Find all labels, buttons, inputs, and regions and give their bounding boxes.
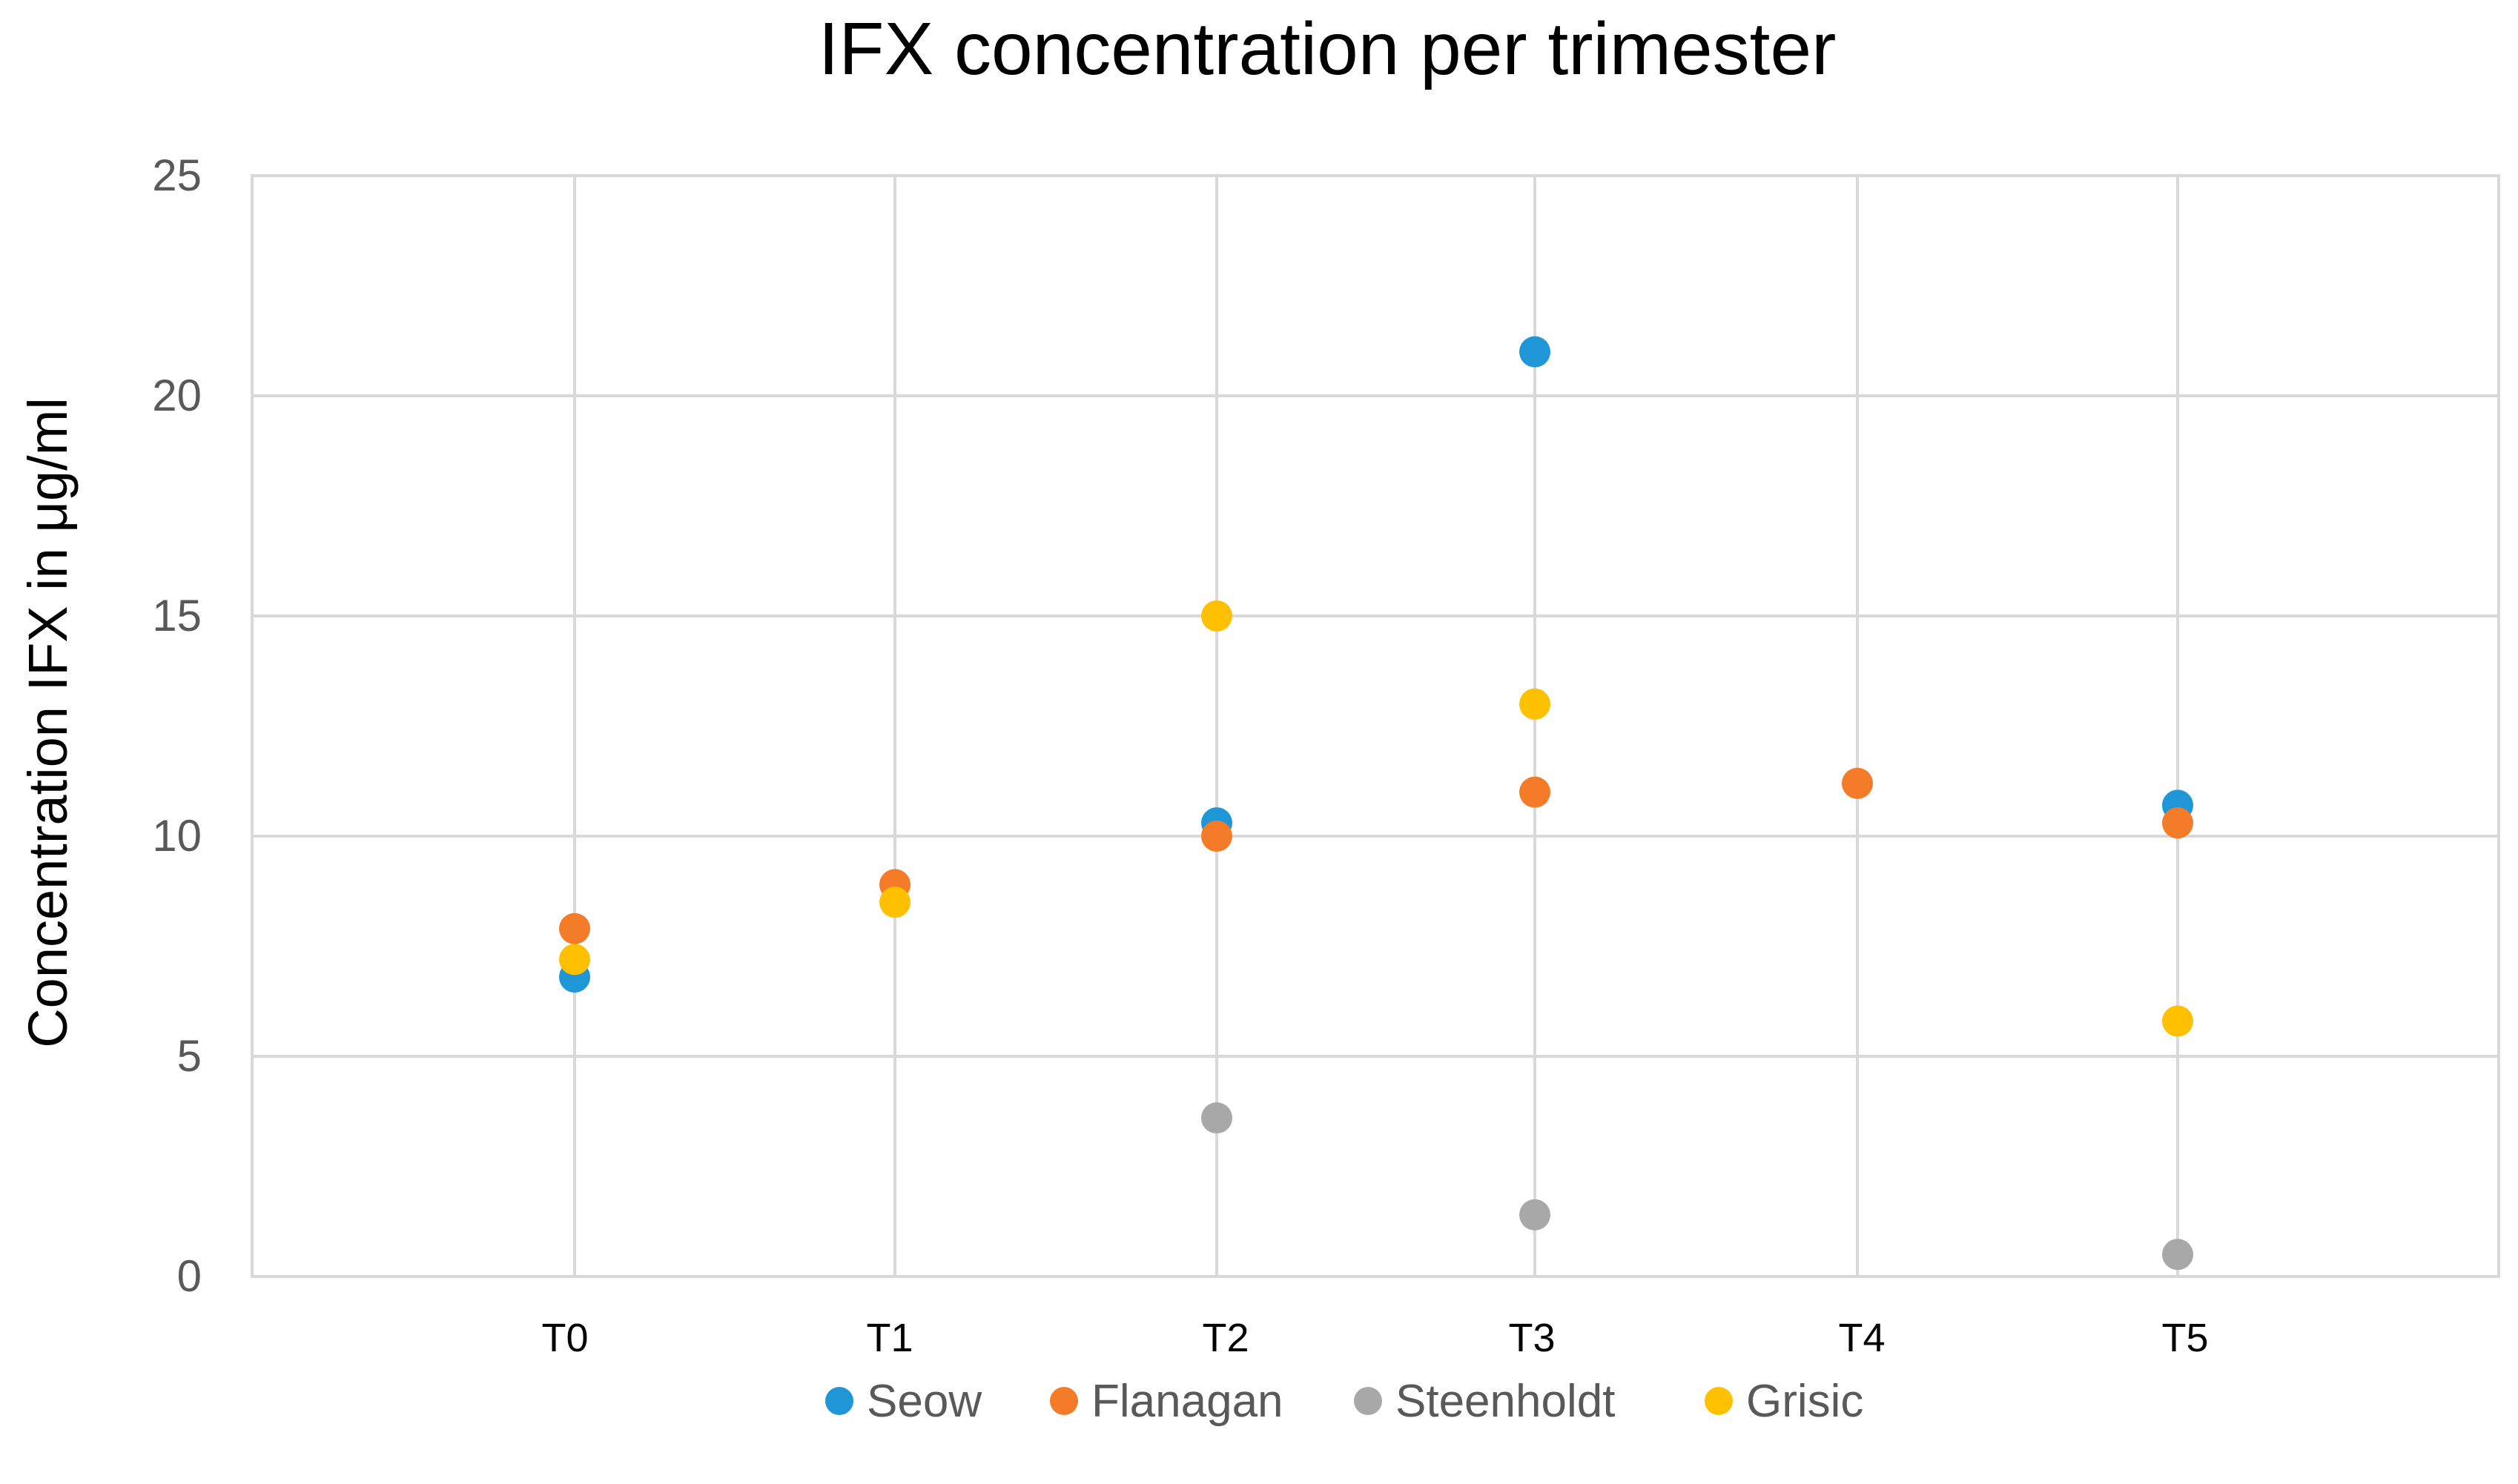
data-point-flanagan-t5	[2162, 807, 2193, 839]
x-tick-label: T0	[541, 1316, 588, 1360]
data-point-grisic-t3	[1519, 688, 1550, 720]
x-tick-label: T1	[866, 1316, 913, 1360]
y-axis-label: Concentration IFX in μg/ml	[17, 397, 79, 1048]
data-point-flanagan-t0	[559, 912, 590, 944]
x-tick-label: T5	[2161, 1316, 2208, 1360]
legend-marker-icon	[1354, 1387, 1382, 1415]
data-point-flanagan-t4	[1842, 767, 1873, 799]
data-point-flanagan-t2	[1201, 821, 1232, 852]
y-tick-label: 5	[177, 1031, 202, 1081]
legend-marker-icon	[825, 1387, 853, 1415]
data-point-flanagan-t3	[1519, 776, 1550, 808]
legend-marker-icon	[1050, 1387, 1078, 1415]
legend-label: Flanagan	[1091, 1376, 1283, 1427]
points-layer	[559, 336, 2193, 1271]
chart-title: IFX concentration per trimester	[819, 7, 1837, 90]
data-point-grisic-t1	[879, 887, 911, 918]
legend-label: Grisic	[1746, 1376, 1863, 1427]
data-point-grisic-t5	[2162, 1005, 2193, 1037]
legend-item-grisic: Grisic	[1705, 1376, 1863, 1427]
x-tick-label: T2	[1202, 1316, 1249, 1360]
y-tick-label: 0	[177, 1251, 202, 1301]
x-tick-label: T4	[1838, 1316, 1885, 1360]
legend: Seow Flanagan Steenholdt Grisic	[825, 1376, 1863, 1427]
x-tick-label: T3	[1508, 1316, 1555, 1360]
data-point-steenholdt-t3	[1519, 1199, 1550, 1230]
legend-item-flanagan: Flanagan	[1050, 1376, 1283, 1427]
plot-area-border	[251, 174, 2500, 1278]
y-tick-label: 20	[152, 371, 202, 420]
legend-item-steenholdt: Steenholdt	[1354, 1376, 1615, 1427]
legend-marker-icon	[1705, 1387, 1733, 1415]
legend-label: Steenholdt	[1395, 1376, 1615, 1427]
data-point-steenholdt-t5	[2162, 1239, 2193, 1271]
y-tick-label: 10	[152, 811, 202, 861]
legend-label: Seow	[867, 1376, 982, 1427]
data-point-grisic-t0	[559, 944, 590, 975]
data-point-steenholdt-t2	[1201, 1102, 1232, 1134]
data-point-grisic-t2	[1201, 600, 1232, 632]
axis-layer: 0 5 10 15 20 25 T0 T1 T2 T3 T4 T5	[152, 150, 2208, 1360]
data-point-seow-t3	[1519, 336, 1550, 368]
y-tick-label: 15	[152, 591, 202, 640]
grid-layer	[251, 174, 2500, 1278]
y-tick-label: 25	[152, 150, 202, 200]
legend-item-seow: Seow	[825, 1376, 982, 1427]
